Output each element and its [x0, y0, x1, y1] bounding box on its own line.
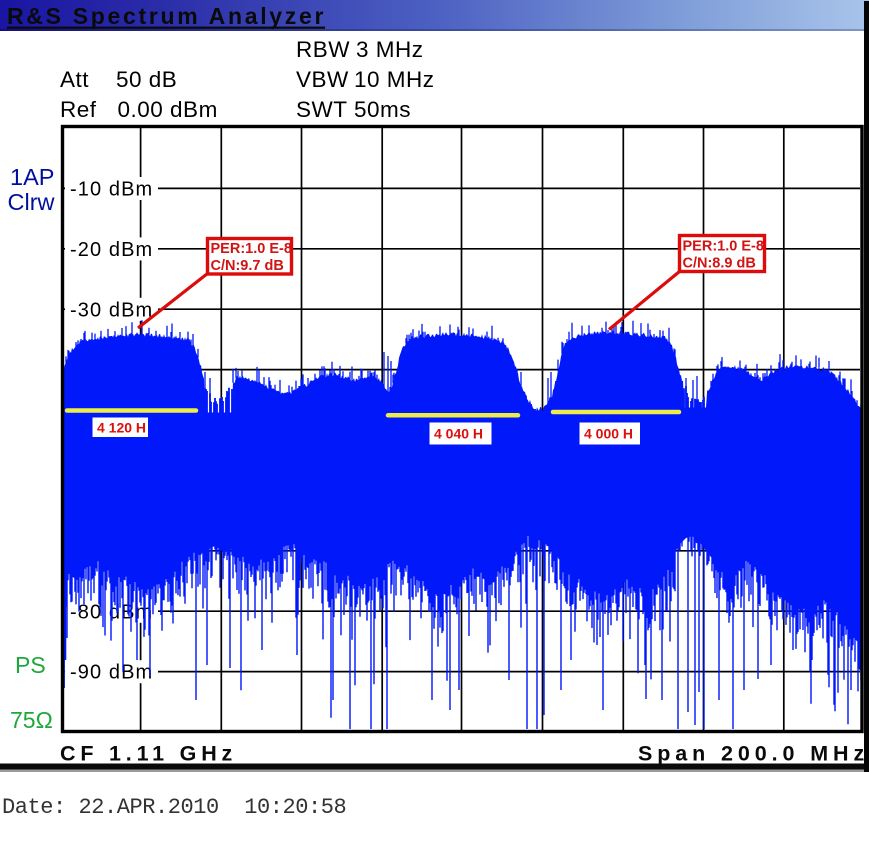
svg-text:VBW: VBW: [296, 67, 349, 92]
svg-text:PER:1.0 E-8: PER:1.0 E-8: [683, 239, 764, 255]
svg-text:PER:1.0 E-8: PER:1.0 E-8: [211, 241, 292, 257]
svg-text:RBW: RBW: [296, 37, 350, 62]
svg-text:75Ω: 75Ω: [10, 707, 53, 733]
svg-text:PS: PS: [15, 652, 46, 678]
svg-text:-90 dBm: -90 dBm: [70, 662, 153, 684]
svg-text:C/N:9.7 dB: C/N:9.7 dB: [211, 258, 284, 274]
svg-text:-30 dBm: -30 dBm: [70, 299, 153, 321]
svg-text:1AP: 1AP: [10, 164, 54, 190]
svg-text:-20 dBm: -20 dBm: [70, 239, 153, 261]
svg-text:SWT: SWT: [296, 97, 348, 122]
svg-text:4 000 H: 4 000 H: [584, 426, 633, 442]
svg-text:4 120 H: 4 120 H: [97, 420, 146, 436]
svg-text:50ms: 50ms: [354, 97, 411, 122]
svg-text:3 MHz: 3 MHz: [356, 37, 424, 62]
svg-text:Att: Att: [60, 67, 89, 92]
svg-text:Date: 22.APR.2010 10:20:58: Date: 22.APR.2010 10:20:58: [2, 795, 346, 820]
svg-text:10 MHz: 10 MHz: [354, 67, 435, 92]
svg-text:C/N:8.9 dB: C/N:8.9 dB: [683, 256, 756, 272]
svg-text:Clrw: Clrw: [8, 189, 56, 215]
svg-text:-10 dBm: -10 dBm: [70, 179, 153, 201]
svg-text:R&S Spectrum Analyzer: R&S Spectrum Analyzer: [7, 3, 326, 29]
svg-text:0.00 dBm: 0.00 dBm: [118, 97, 218, 122]
svg-text:CF 1.11 GHz: CF 1.11 GHz: [60, 742, 237, 766]
svg-text:Span 200.0 MHz: Span 200.0 MHz: [638, 742, 869, 766]
svg-text:50 dB: 50 dB: [116, 67, 177, 92]
svg-text:4 040 H: 4 040 H: [434, 426, 483, 442]
svg-text:Ref: Ref: [60, 97, 97, 122]
